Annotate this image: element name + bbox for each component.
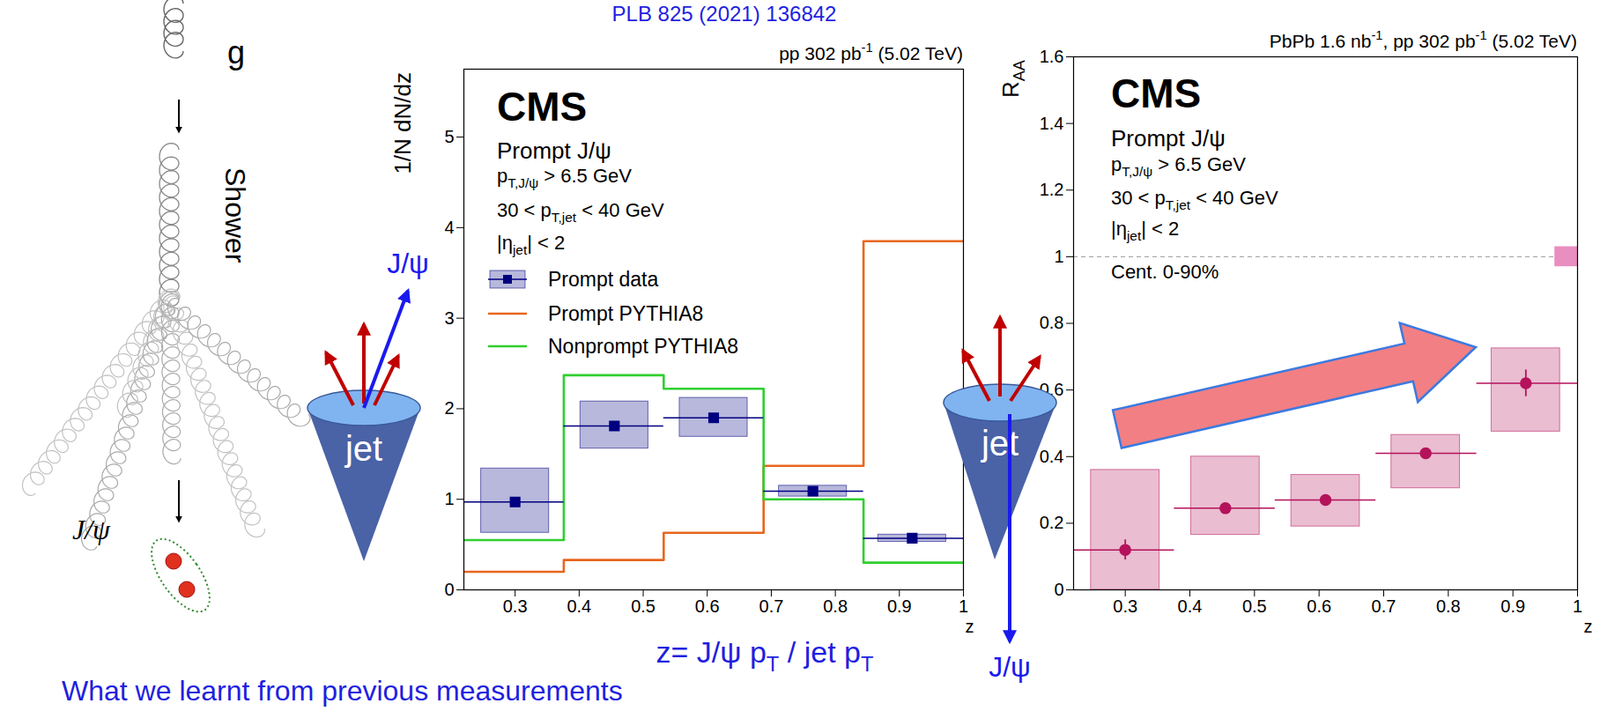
svg-text:J/ψ: J/ψ <box>988 651 1031 683</box>
svg-text:Prompt J/ψ: Prompt J/ψ <box>496 137 612 164</box>
svg-text:CMS: CMS <box>1111 70 1201 117</box>
svg-text:0.6: 0.6 <box>695 596 720 616</box>
svg-text:pp 302 pb-1 (5.02 TeV): pp 302 pb-1 (5.02 TeV) <box>778 40 963 64</box>
svg-text:1/N dN/dz: 1/N dN/dz <box>389 72 416 175</box>
svg-text:1.4: 1.4 <box>1039 113 1065 134</box>
svg-text:30 < pT,jet < 40 GeV: 30 < pT,jet < 40 GeV <box>1111 186 1279 213</box>
svg-text:pT,J/ψ > 6.5 GeV: pT,J/ψ > 6.5 GeV <box>496 164 632 191</box>
svg-text:0.7: 0.7 <box>759 596 785 616</box>
svg-text:PbPb 1.6 nb-1, pp 302 pb-1 (5.: PbPb 1.6 nb-1, pp 302 pb-1 (5.02 TeV) <box>1269 28 1578 52</box>
svg-text:Nonprompt PYTHIA8: Nonprompt PYTHIA8 <box>548 334 739 358</box>
svg-text:30 < pT,jet < 40 GeV: 30 < pT,jet < 40 GeV <box>496 199 665 225</box>
svg-text:0.7: 0.7 <box>1371 596 1397 616</box>
svg-text:1.6: 1.6 <box>1039 46 1065 67</box>
svg-text:pT,J/ψ > 6.5 GeV: pT,J/ψ > 6.5 GeV <box>1111 153 1246 179</box>
svg-text:0.4: 0.4 <box>1039 446 1065 467</box>
svg-text:Prompt J/ψ: Prompt J/ψ <box>1111 125 1226 152</box>
svg-text:3: 3 <box>444 308 454 328</box>
svg-text:1: 1 <box>958 596 969 616</box>
svg-text:0.8: 0.8 <box>1436 596 1461 616</box>
svg-text:0: 0 <box>444 579 454 600</box>
svg-text:|ηjet| < 2: |ηjet| < 2 <box>496 231 565 258</box>
svg-text:0.9: 0.9 <box>1500 596 1526 616</box>
svg-text:jet: jet <box>980 423 1019 463</box>
svg-text:0.2: 0.2 <box>1039 512 1065 533</box>
svg-text:jet: jet <box>344 429 383 468</box>
svg-text:1: 1 <box>1053 246 1064 267</box>
svg-text:z: z <box>965 616 975 637</box>
svg-text:4: 4 <box>444 217 454 238</box>
svg-text:g: g <box>227 34 245 71</box>
svg-text:5: 5 <box>444 126 454 147</box>
svg-text:1.2: 1.2 <box>1039 179 1065 200</box>
svg-text:0.3: 0.3 <box>503 596 528 616</box>
svg-text:0.4: 0.4 <box>566 596 592 616</box>
svg-text:z: z <box>1584 616 1593 637</box>
svg-text:Shower: Shower <box>219 167 252 264</box>
svg-text:0.6: 0.6 <box>1306 596 1332 616</box>
svg-text:1: 1 <box>444 488 454 509</box>
svg-text:RAA: RAA <box>997 59 1029 98</box>
svg-text:Cent. 0-90%: Cent. 0-90% <box>1111 260 1219 283</box>
svg-text:1: 1 <box>1572 596 1583 616</box>
svg-text:0.9: 0.9 <box>887 596 912 616</box>
svg-text:PLB 825 (2021) 136842: PLB 825 (2021) 136842 <box>612 1 838 26</box>
svg-text:0.8: 0.8 <box>1039 312 1065 333</box>
svg-text:0.6: 0.6 <box>1039 379 1065 400</box>
svg-text:0.5: 0.5 <box>1242 596 1267 616</box>
svg-text:2: 2 <box>444 398 454 418</box>
svg-text:0.8: 0.8 <box>822 596 848 616</box>
svg-text:0: 0 <box>1053 579 1064 600</box>
svg-text:0.4: 0.4 <box>1177 596 1203 616</box>
svg-text:0.5: 0.5 <box>630 596 656 616</box>
svg-text:|ηjet| < 2: |ηjet| < 2 <box>1111 217 1179 244</box>
svg-text:Prompt PYTHIA8: Prompt PYTHIA8 <box>548 302 704 326</box>
svg-text:J/ψ: J/ψ <box>386 247 430 280</box>
svg-text:0.3: 0.3 <box>1112 596 1138 616</box>
svg-text:J/ψ: J/ψ <box>72 513 112 546</box>
svg-text:Prompt data: Prompt data <box>548 267 659 291</box>
svg-text:CMS: CMS <box>496 83 587 130</box>
svg-text:What we learnt from previous m: What we learnt from previous measurement… <box>61 674 623 707</box>
svg-text:z= J/ψ pT / jet pT: z= J/ψ pT / jet pT <box>655 635 874 676</box>
